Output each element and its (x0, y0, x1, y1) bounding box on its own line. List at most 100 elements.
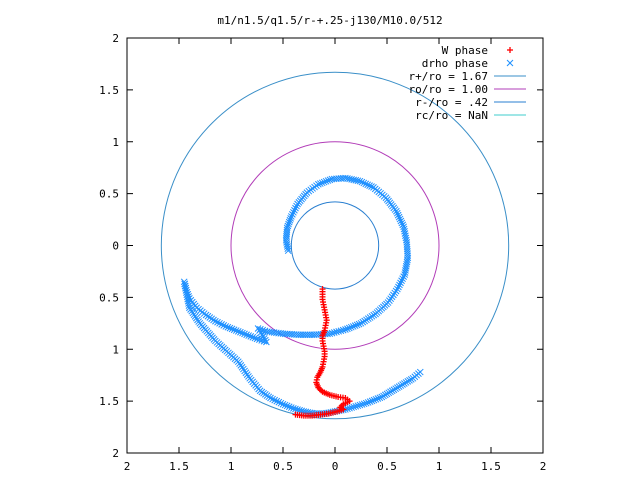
data-point (356, 177, 364, 185)
data-point (350, 176, 358, 184)
data-point (330, 329, 338, 336)
data-point (293, 202, 300, 210)
data-point (397, 217, 405, 225)
data-point (394, 211, 402, 219)
data-point (322, 177, 330, 185)
data-point (393, 209, 401, 217)
data-point (353, 321, 361, 329)
data-point (360, 400, 368, 408)
data-point (279, 400, 287, 408)
data-point (395, 283, 402, 291)
data-point (255, 336, 263, 344)
x-tick-label: 2 (540, 460, 547, 473)
data-point (358, 401, 366, 408)
legend-entry: r-/ro = .42 (415, 96, 526, 109)
data-point (372, 395, 380, 403)
data-point (362, 180, 370, 188)
data-point (506, 59, 514, 67)
data-point (284, 222, 292, 230)
y-tick-label: 1.5 (99, 395, 119, 408)
data-point (399, 221, 407, 229)
x-tick-label: 0 (332, 460, 339, 473)
data-point (289, 211, 296, 218)
data-point (337, 327, 345, 335)
data-point (342, 326, 349, 333)
data-point (364, 399, 372, 406)
data-point (228, 325, 236, 333)
data-point (218, 320, 225, 328)
data-point (253, 335, 261, 343)
data-point (318, 179, 326, 187)
data-point (333, 328, 340, 336)
data-point (283, 226, 291, 234)
data-point (234, 328, 242, 335)
data-point (326, 176, 334, 184)
reference-circle (230, 141, 440, 350)
data-point (241, 330, 248, 338)
x-tick-label: 0.5 (273, 460, 293, 473)
series-drho-phase (180, 174, 424, 417)
data-point (355, 320, 363, 328)
data-point (401, 269, 409, 276)
data-point (292, 204, 299, 212)
data-point (343, 325, 351, 333)
legend-label: W phase (442, 44, 488, 57)
legend-label: rc/ro = NaN (415, 109, 488, 122)
data-point (216, 319, 223, 327)
y-tick-label: 2 (112, 447, 119, 460)
data-point (370, 396, 378, 404)
data-point (360, 179, 368, 187)
data-point (264, 328, 271, 335)
data-point (399, 275, 406, 283)
data-point (261, 327, 269, 335)
data-point (249, 333, 257, 341)
y-tick-label: 0.5 (99, 188, 119, 201)
data-point (366, 182, 373, 189)
data-point (352, 176, 360, 184)
y-tick-label: 1.5 (99, 84, 119, 97)
data-point (398, 219, 406, 227)
data-point (214, 318, 221, 326)
reference-circle (160, 71, 510, 420)
data-point (245, 332, 253, 339)
y-tick-label: 1 (112, 136, 119, 149)
data-point (376, 394, 384, 402)
data-point (374, 395, 382, 402)
data-point (347, 323, 355, 331)
data-point (287, 404, 295, 411)
y-tick-label: 0 (112, 240, 119, 253)
legend-label: drho phase (422, 57, 488, 70)
x-tick-label: 0.5 (377, 460, 397, 473)
data-point (243, 331, 250, 339)
data-point (344, 175, 351, 182)
data-point (346, 175, 353, 183)
data-point (351, 322, 359, 330)
legend-label: r-/ro = .42 (415, 96, 488, 109)
data-point (239, 329, 246, 337)
x-tick-label: 1.5 (481, 460, 501, 473)
legend-entry: ro/ro = 1.00 (409, 83, 526, 96)
data-point (230, 326, 238, 334)
data-point (349, 323, 357, 330)
data-point (352, 402, 360, 410)
y-tick-label: 0.5 (99, 291, 119, 304)
y-tick-label: 2 (112, 32, 119, 45)
data-point (273, 397, 281, 405)
data-point (285, 220, 292, 228)
data-point (348, 404, 355, 411)
data-point (292, 405, 299, 413)
reference-circles (160, 71, 510, 420)
x-tick-label: 1 (436, 460, 443, 473)
data-point (237, 328, 244, 336)
series-layer (180, 174, 424, 419)
chart-title: m1/n1.5/q1.5/r-+.25-j130/M10.0/512 (217, 14, 442, 27)
data-point (507, 47, 513, 53)
data-point (290, 208, 297, 216)
data-point (398, 277, 405, 285)
data-point (260, 337, 268, 345)
data-point (364, 181, 372, 189)
data-point (281, 401, 289, 409)
